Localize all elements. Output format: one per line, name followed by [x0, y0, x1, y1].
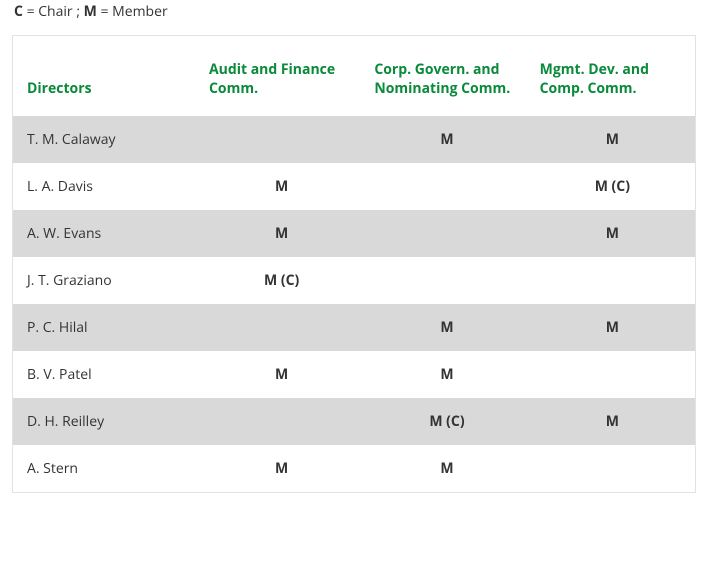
cell-govern: M (C) — [364, 398, 529, 445]
committee-table-container: Directors Audit and Finance Comm. Corp. … — [12, 35, 696, 493]
col-header-govern: Corp. Govern. and Nominating Comm. — [364, 36, 529, 116]
col-header-audit: Audit and Finance Comm. — [199, 36, 364, 116]
cell-comp: M — [530, 210, 695, 257]
cell-audit — [199, 304, 364, 351]
cell-govern — [364, 210, 529, 257]
cell-comp: M (C) — [530, 163, 695, 210]
cell-audit: M (C) — [199, 257, 364, 304]
director-name: B. V. Patel — [13, 351, 199, 398]
cell-govern: M — [364, 445, 529, 492]
cell-govern — [364, 163, 529, 210]
table-row: A. Stern M M — [13, 445, 695, 492]
committee-membership-block: C = Chair ; M = Member Directors Audit a… — [0, 0, 708, 505]
director-name: L. A. Davis — [13, 163, 199, 210]
cell-govern: M — [364, 351, 529, 398]
cell-audit: M — [199, 351, 364, 398]
director-name: T. M. Calaway — [13, 116, 199, 163]
table-row: A. W. Evans M M — [13, 210, 695, 257]
cell-audit: M — [199, 445, 364, 492]
director-name: P. C. Hilal — [13, 304, 199, 351]
legend-chair-word: Chair — [38, 2, 72, 21]
cell-audit — [199, 116, 364, 163]
legend-chair-letter: C — [14, 2, 23, 21]
legend-member-letter: M — [84, 2, 97, 21]
cell-govern: M — [364, 116, 529, 163]
col-header-comp: Mgmt. Dev. and Comp. Comm. — [530, 36, 695, 116]
table-header-row: Directors Audit and Finance Comm. Corp. … — [13, 36, 695, 116]
cell-govern: M — [364, 304, 529, 351]
director-name: A. Stern — [13, 445, 199, 492]
cell-audit: M — [199, 210, 364, 257]
table-row: J. T. Graziano M (C) — [13, 257, 695, 304]
cell-audit: M — [199, 163, 364, 210]
col-header-directors: Directors — [13, 36, 199, 116]
table-body: T. M. Calaway M M L. A. Davis M M (C) A.… — [13, 116, 695, 492]
table-row: B. V. Patel M M — [13, 351, 695, 398]
legend-chair-eq: = — [27, 2, 39, 21]
table-row: D. H. Reilley M (C) M — [13, 398, 695, 445]
cell-audit — [199, 398, 364, 445]
cell-govern — [364, 257, 529, 304]
legend-sep: ; — [76, 2, 83, 21]
cell-comp: M — [530, 398, 695, 445]
table-row: P. C. Hilal M M — [13, 304, 695, 351]
director-name: J. T. Graziano — [13, 257, 199, 304]
cell-comp: M — [530, 304, 695, 351]
cell-comp — [530, 351, 695, 398]
committee-table: Directors Audit and Finance Comm. Corp. … — [13, 36, 695, 492]
legend-member-eq: = — [100, 2, 112, 21]
cell-comp: M — [530, 116, 695, 163]
legend: C = Chair ; M = Member — [12, 0, 696, 35]
table-row: L. A. Davis M M (C) — [13, 163, 695, 210]
director-name: A. W. Evans — [13, 210, 199, 257]
cell-comp — [530, 445, 695, 492]
cell-comp — [530, 257, 695, 304]
director-name: D. H. Reilley — [13, 398, 199, 445]
legend-member-word: Member — [112, 2, 168, 21]
table-row: T. M. Calaway M M — [13, 116, 695, 163]
